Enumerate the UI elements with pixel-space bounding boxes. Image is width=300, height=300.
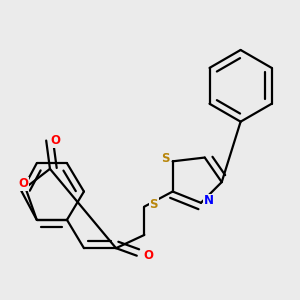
Text: O: O bbox=[143, 249, 153, 262]
Text: O: O bbox=[51, 134, 61, 147]
Text: O: O bbox=[19, 178, 28, 190]
Text: N: N bbox=[204, 194, 214, 208]
Text: S: S bbox=[162, 152, 170, 165]
Text: S: S bbox=[149, 198, 158, 211]
